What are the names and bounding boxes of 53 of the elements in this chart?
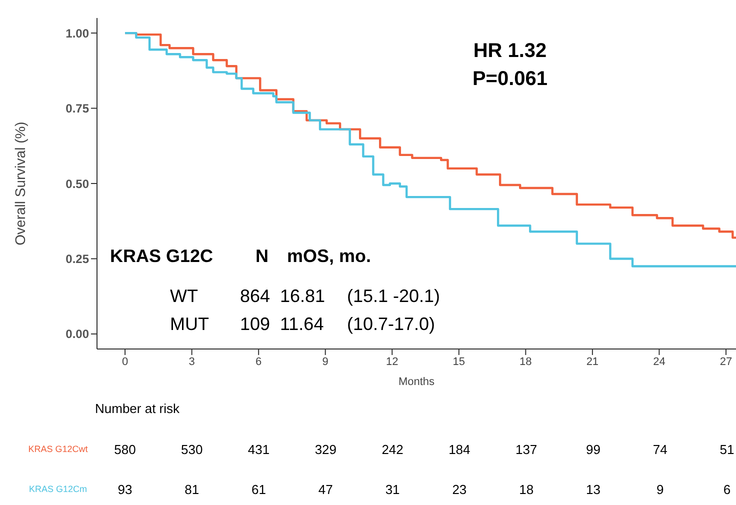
annotation: P=0.061 [471,68,549,91]
y-axis-title: Overall Survival (%) [12,122,28,246]
legend-label: KRAS G12Cwt [28,444,88,454]
text: 99 [586,442,600,457]
text: 81 [184,482,200,497]
annotation: 109 [240,314,270,334]
text: 137 [515,442,538,457]
text: 93 [118,482,132,497]
text: 184 [448,442,470,457]
text: 13 [586,482,600,497]
annotation: 11.64 [280,314,324,334]
text: 6 [723,482,731,497]
annotation: mOS, mo. [287,246,372,267]
text: 9 [656,482,664,497]
annotation: WT [170,286,198,306]
text: 18 [519,482,534,497]
x-tick-label: 15 [452,356,466,368]
x-tick-label: 3 [188,356,195,368]
annotation: 864 [240,286,270,306]
text: 51 [720,442,734,457]
text: 431 [248,442,270,457]
annotation: HR 1.32 [472,40,548,63]
annotation: (15.1 -20.1) [347,286,442,307]
x-tick-label: 24 [653,356,666,368]
x-tick-label: 12 [386,356,398,368]
annotation: (10.7-17.0) [347,314,436,335]
text: 23 [452,482,467,497]
y-tick-label: 1.00 [66,26,90,40]
x-axis-title: Months [398,376,436,388]
annotation: N [256,246,268,266]
text: 31 [385,482,400,497]
x-tick-label: 9 [322,356,328,368]
x-tick-label: 6 [256,356,262,368]
x-tick-label: 0 [122,356,128,368]
text: 47 [318,482,333,497]
y-tick-label: 0.00 [66,327,90,342]
y-tick-label: 0.75 [66,102,90,116]
annotation: 16.81 [280,286,326,306]
x-tick-label: 21 [586,356,599,368]
text: 74 [652,442,668,457]
text: 530 [181,442,203,457]
text: 580 [114,442,136,457]
text: 242 [382,442,404,457]
text: Number at risk [95,401,180,416]
x-tick-label: 18 [520,356,532,368]
text: 329 [314,442,337,457]
text: 61 [252,482,266,497]
y-tick-label: 0.25 [66,252,90,266]
x-tick-label: 27 [720,356,732,368]
y-tick-label: 0.50 [66,176,90,191]
annotation: MUT [170,314,209,334]
annotation: KRAS G12C [110,246,214,266]
legend-label: KRAS G12Cm [28,484,88,494]
